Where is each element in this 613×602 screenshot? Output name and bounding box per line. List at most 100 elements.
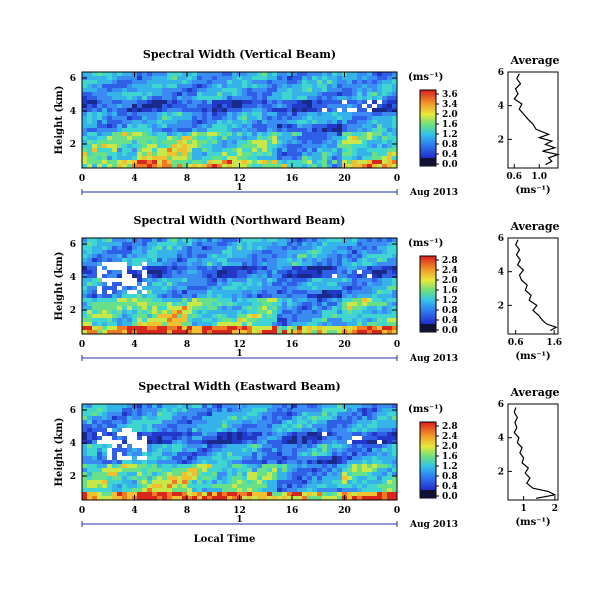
- heatmap-cell: [187, 278, 193, 283]
- panel-2: Spectral Width (Northward Beam)0 4 8 12 16 20…: [54, 214, 562, 364]
- heatmap-cell: [147, 492, 153, 497]
- heatmap-cell: [282, 484, 288, 489]
- heatmap-cell: [307, 290, 313, 295]
- heatmap-cell: [342, 428, 348, 433]
- heatmap-cell: [267, 258, 273, 263]
- heatmap-cell: [282, 116, 288, 121]
- heatmap-cell: [197, 274, 203, 279]
- heatmap-cell: [232, 254, 238, 259]
- heatmap-cell: [257, 484, 263, 489]
- heatmap-cell: [82, 84, 88, 89]
- heatmap-cell: [322, 404, 328, 409]
- heatmap-cell: [232, 302, 238, 307]
- heatmap-cell: [202, 266, 208, 271]
- heatmap-cell: [382, 460, 388, 465]
- heatmap-cell: [372, 144, 378, 149]
- heatmap-cell: [172, 124, 178, 129]
- heatmap-cell: [362, 412, 368, 417]
- heatmap-cell: [242, 484, 248, 489]
- heatmap-cell: [102, 136, 108, 141]
- heatmap-cell: [277, 144, 283, 149]
- heatmap-cell: [157, 274, 163, 279]
- heatmap-cell: [367, 104, 373, 109]
- heatmap-cell: [92, 322, 98, 327]
- heatmap-cell: [137, 436, 143, 441]
- heatmap-cell: [97, 104, 103, 109]
- heatmap-cell: [392, 262, 398, 267]
- heatmap-cell: [302, 136, 308, 141]
- heatmap-cell: [207, 80, 213, 85]
- heatmap-cell: [297, 140, 303, 145]
- heatmap-cell: [167, 318, 173, 323]
- heatmap-cell: [207, 456, 213, 461]
- heatmap-cell: [172, 294, 178, 299]
- heatmap-cell: [132, 448, 138, 453]
- heatmap-cell: [157, 76, 163, 81]
- heatmap-cell: [387, 144, 393, 149]
- heatmap-cell: [307, 488, 313, 493]
- heatmap-cell: [182, 404, 188, 409]
- heatmap-cell: [382, 480, 388, 485]
- heatmap-cell: [152, 456, 158, 461]
- heatmap-cell: [132, 440, 138, 445]
- heatmap-cell: [372, 136, 378, 141]
- heatmap-cell: [352, 242, 358, 247]
- heatmap-cell: [132, 152, 138, 157]
- heatmap-cell: [202, 496, 208, 501]
- heatmap-cell: [177, 88, 183, 93]
- heatmap-cell: [387, 72, 393, 77]
- heatmap-cell: [377, 306, 383, 311]
- heatmap-cell: [297, 152, 303, 157]
- heatmap-cell: [372, 428, 378, 433]
- heatmap-cell: [297, 432, 303, 437]
- heatmap-cell: [362, 72, 368, 77]
- heatmap-cell: [317, 132, 323, 137]
- heatmap-cell: [352, 326, 358, 331]
- heatmap-cell: [242, 460, 248, 465]
- heatmap-cell: [327, 246, 333, 251]
- heatmap-cell: [92, 480, 98, 485]
- heatmap-cell: [212, 298, 218, 303]
- heatmap-cell: [177, 420, 183, 425]
- heatmap-cells: [82, 238, 398, 335]
- heatmap-cell: [117, 484, 123, 489]
- x-tick-label: 4: [131, 174, 137, 184]
- heatmap-cell: [232, 238, 238, 243]
- heatmap-cell: [292, 136, 298, 141]
- heatmap-cell: [222, 80, 228, 85]
- heatmap-cell: [337, 250, 343, 255]
- heatmap-cell: [87, 80, 93, 85]
- heatmap-cell: [217, 152, 223, 157]
- heatmap-cell: [87, 480, 93, 485]
- heatmap-cell: [307, 412, 313, 417]
- heatmap-cell: [242, 112, 248, 117]
- heatmap-cell: [302, 290, 308, 295]
- heatmap-cell: [122, 92, 128, 97]
- heatmap-cell: [117, 480, 123, 485]
- heatmap-cell: [352, 476, 358, 481]
- heatmap-cell: [352, 416, 358, 421]
- heatmap-cell: [107, 96, 113, 101]
- heatmap-cell: [167, 440, 173, 445]
- heatmap-cell: [257, 294, 263, 299]
- heatmap-cell: [297, 464, 303, 469]
- heatmap-cell: [182, 488, 188, 493]
- heatmap-cell: [167, 456, 173, 461]
- heatmap-cell: [282, 294, 288, 299]
- heatmap-cell: [337, 286, 343, 291]
- heatmap-cell: [102, 128, 108, 133]
- heatmap-cell: [277, 242, 283, 247]
- heatmap-cell: [252, 128, 258, 133]
- heatmap-cell: [162, 314, 168, 319]
- heatmap-cell: [272, 416, 278, 421]
- colorbar-tick-label: 2.4: [442, 266, 458, 276]
- heatmap-cell: [277, 330, 283, 335]
- heatmap-cell: [327, 104, 333, 109]
- heatmap-cell: [352, 484, 358, 489]
- heatmap-cell: [387, 128, 393, 133]
- heatmap-cell: [117, 472, 123, 477]
- heatmap-cell: [177, 460, 183, 465]
- heatmap-cell: [377, 282, 383, 287]
- heatmap-cell: [177, 496, 183, 501]
